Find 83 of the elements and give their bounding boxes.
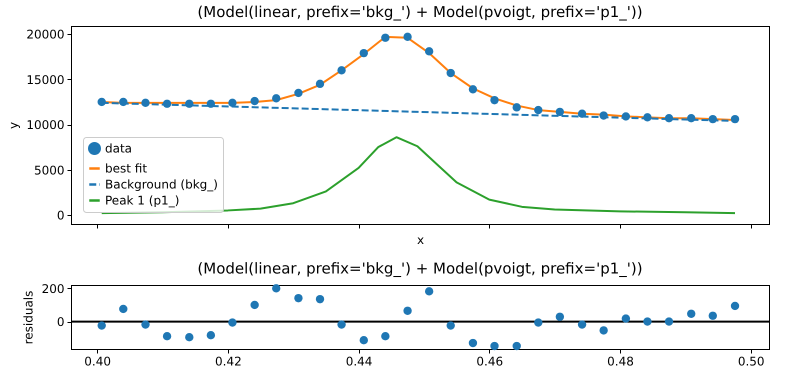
chart-title: (Model(linear, prefix='bkg_') + Model(pvoigt, prefix='p1_')) xyxy=(197,259,643,278)
point xyxy=(250,96,259,106)
point xyxy=(468,85,478,94)
y-axis-title: residuals xyxy=(22,290,36,344)
point xyxy=(228,98,237,108)
legend-label: data xyxy=(105,142,132,156)
point xyxy=(119,98,128,106)
point xyxy=(730,114,740,124)
point xyxy=(250,300,259,310)
point xyxy=(360,48,368,58)
point xyxy=(622,314,630,323)
point xyxy=(294,88,303,98)
point xyxy=(141,320,150,329)
point xyxy=(98,321,106,330)
point xyxy=(272,284,280,292)
point xyxy=(534,318,542,327)
y-tick-label: 0 xyxy=(56,208,64,222)
point xyxy=(643,317,652,326)
point xyxy=(468,338,478,348)
x-tick-label: 0.46 xyxy=(476,354,504,368)
point xyxy=(512,103,521,112)
point xyxy=(206,331,216,340)
y-axis-title: y xyxy=(6,122,20,130)
x-tick-label: 0.50 xyxy=(738,354,765,368)
point xyxy=(141,98,150,108)
x-tick-label: 0.44 xyxy=(346,354,372,368)
point xyxy=(119,304,128,314)
legend-label: best fit xyxy=(105,162,148,176)
x-tick-label: 0.40 xyxy=(84,354,111,368)
point xyxy=(403,32,412,42)
point xyxy=(664,317,674,326)
point xyxy=(424,47,434,56)
legend-label: Background (bkg_) xyxy=(105,178,218,192)
point xyxy=(664,114,674,122)
y-tick-label: 20000 xyxy=(26,28,64,42)
point xyxy=(162,332,172,340)
point xyxy=(98,98,106,106)
point xyxy=(599,326,608,335)
point xyxy=(403,306,412,315)
point xyxy=(687,114,696,122)
point xyxy=(643,113,652,122)
point xyxy=(381,332,390,340)
point xyxy=(294,294,303,302)
point xyxy=(446,68,455,78)
x-tick-label: 0.42 xyxy=(214,354,242,368)
point xyxy=(599,111,608,120)
y-tick-label: 15000 xyxy=(26,72,64,87)
point xyxy=(534,106,542,114)
point xyxy=(708,312,717,320)
point xyxy=(490,342,499,350)
point xyxy=(556,312,564,321)
point xyxy=(316,294,324,304)
point xyxy=(512,342,521,350)
point xyxy=(424,287,434,296)
legend-label: Peak 1 (p1_) xyxy=(105,194,180,208)
chart-title: (Model(linear, prefix='bkg_') + Model(pvoigt, prefix='p1_')) xyxy=(197,3,643,21)
point xyxy=(337,320,346,329)
point xyxy=(708,114,717,124)
line-series xyxy=(100,136,736,214)
point xyxy=(578,320,586,329)
y-tick-label: 0 xyxy=(56,315,64,330)
y-tick-label: 200 xyxy=(42,282,64,296)
point xyxy=(228,318,237,327)
point xyxy=(185,333,194,342)
point xyxy=(206,100,216,108)
point xyxy=(622,112,630,121)
y-tick-label: 10000 xyxy=(26,118,64,132)
y-tick-label: 5000 xyxy=(34,163,64,178)
x-tick-label: 0.48 xyxy=(607,354,634,368)
point xyxy=(360,336,368,344)
point xyxy=(337,66,346,74)
point xyxy=(687,310,696,318)
point xyxy=(272,94,280,103)
point xyxy=(381,34,390,42)
point xyxy=(185,100,194,108)
x-axis-title: x xyxy=(416,233,424,247)
point xyxy=(556,108,564,116)
point xyxy=(730,302,740,310)
point xyxy=(578,110,586,118)
point xyxy=(316,80,324,88)
point xyxy=(490,96,499,104)
point xyxy=(162,100,172,108)
point xyxy=(446,321,455,330)
